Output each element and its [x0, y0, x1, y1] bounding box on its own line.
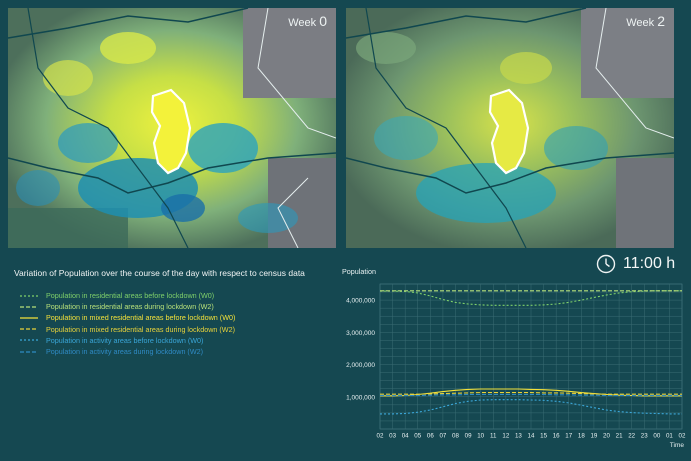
x-tick-label: 10 — [477, 433, 484, 440]
legend-label: Population in mixed residential areas du… — [46, 324, 235, 334]
legend-label: Population in residential areas before l… — [46, 291, 215, 301]
week-label: Week 0 — [288, 13, 327, 29]
series-line — [380, 290, 682, 306]
week-prefix: Week — [288, 17, 317, 29]
x-tick-label: 12 — [502, 433, 509, 440]
y-tick-label: 1,000,000 — [346, 394, 375, 401]
series-line — [380, 388, 682, 397]
x-tick-label: 09 — [465, 433, 472, 440]
week-label: Week 2 — [626, 13, 665, 29]
y-axis-label: Population — [342, 267, 376, 276]
legend-label: Population in residential areas during l… — [46, 302, 214, 312]
legend-item[interactable]: Population in activity areas before lock… — [20, 335, 235, 346]
x-tick-label: 08 — [452, 433, 459, 440]
legend-label: Population in activity areas during lock… — [46, 347, 204, 357]
map-week-0[interactable]: Week 0 — [8, 8, 336, 248]
x-tick-label: 03 — [389, 433, 396, 440]
x-tick-label: 16 — [553, 433, 560, 440]
x-tick-label: 02 — [679, 433, 686, 440]
chart-grid — [379, 283, 683, 430]
legend: Population in residential areas before l… — [20, 290, 235, 357]
legend-item[interactable]: Population in mixed residential areas be… — [20, 312, 235, 323]
legend-label: Population in activity areas before lock… — [46, 335, 204, 345]
x-tick-label: 02 — [377, 433, 384, 440]
x-tick-label: 21 — [616, 433, 623, 440]
legend-swatch — [20, 317, 38, 319]
x-tick-label: 20 — [603, 433, 610, 440]
y-tick-label: 3,000,000 — [346, 330, 375, 337]
series-line — [380, 392, 682, 395]
legend-item[interactable]: Population in activity areas during lock… — [20, 346, 235, 357]
y-tick-label: 4,000,000 — [346, 298, 375, 305]
x-tick-label: 22 — [628, 433, 635, 440]
x-axis-label: Time — [670, 442, 685, 449]
choropleth-map-week-2 — [346, 8, 674, 248]
legend-item[interactable]: Population in residential areas during l… — [20, 301, 235, 312]
x-tick-label: 04 — [402, 433, 409, 440]
x-tick-label: 18 — [578, 433, 585, 440]
choropleth-map-week-0 — [8, 8, 336, 248]
x-tick-label: 23 — [641, 433, 648, 440]
x-tick-label: 01 — [666, 433, 673, 440]
legend-swatch — [20, 328, 38, 330]
legend-item[interactable]: Population in residential areas before l… — [20, 290, 235, 301]
y-tick-label: 2,000,000 — [346, 362, 375, 369]
x-tick-label: 15 — [540, 433, 547, 440]
x-tick-label: 14 — [528, 433, 535, 440]
x-tick-label: 06 — [427, 433, 434, 440]
x-tick-label: 07 — [439, 433, 446, 440]
legend-label: Population in mixed residential areas be… — [46, 313, 236, 323]
x-tick-labels: 02 03 04 05 06 07 08 09 10 11 12 13 14 15 16 17 18 19 20 21… — [377, 433, 686, 440]
x-tick-label: 13 — [515, 433, 522, 440]
week-number: 2 — [657, 13, 665, 29]
x-tick-label: 05 — [414, 433, 421, 440]
legend-swatch — [20, 339, 38, 341]
legend-swatch — [20, 306, 38, 308]
week-prefix: Week — [626, 17, 655, 29]
clock-time: 11:00 h — [623, 255, 676, 272]
legend-swatch — [20, 294, 38, 297]
series-line — [380, 399, 682, 415]
week-number: 0 — [319, 13, 327, 29]
y-tick-labels: 1,000,000 2,000,000 3,000,000 4,000,000 — [346, 298, 375, 402]
x-tick-label: 00 — [653, 433, 660, 440]
x-tick-label: 11 — [490, 433, 497, 440]
panel-title: Variation of Population over the course … — [14, 268, 305, 278]
series-line — [380, 393, 682, 397]
x-tick-label: 17 — [565, 433, 572, 440]
map-week-2[interactable]: Week 2 — [346, 8, 674, 248]
x-tick-label: 19 — [590, 433, 597, 440]
legend-swatch — [20, 350, 38, 353]
clock-icon — [596, 254, 616, 274]
legend-item[interactable]: Population in mixed residential areas du… — [20, 324, 235, 335]
chart-series — [380, 290, 682, 415]
population-line-chart: Population Time 1,000,000 2,000,000 3,000,… — [342, 267, 686, 449]
